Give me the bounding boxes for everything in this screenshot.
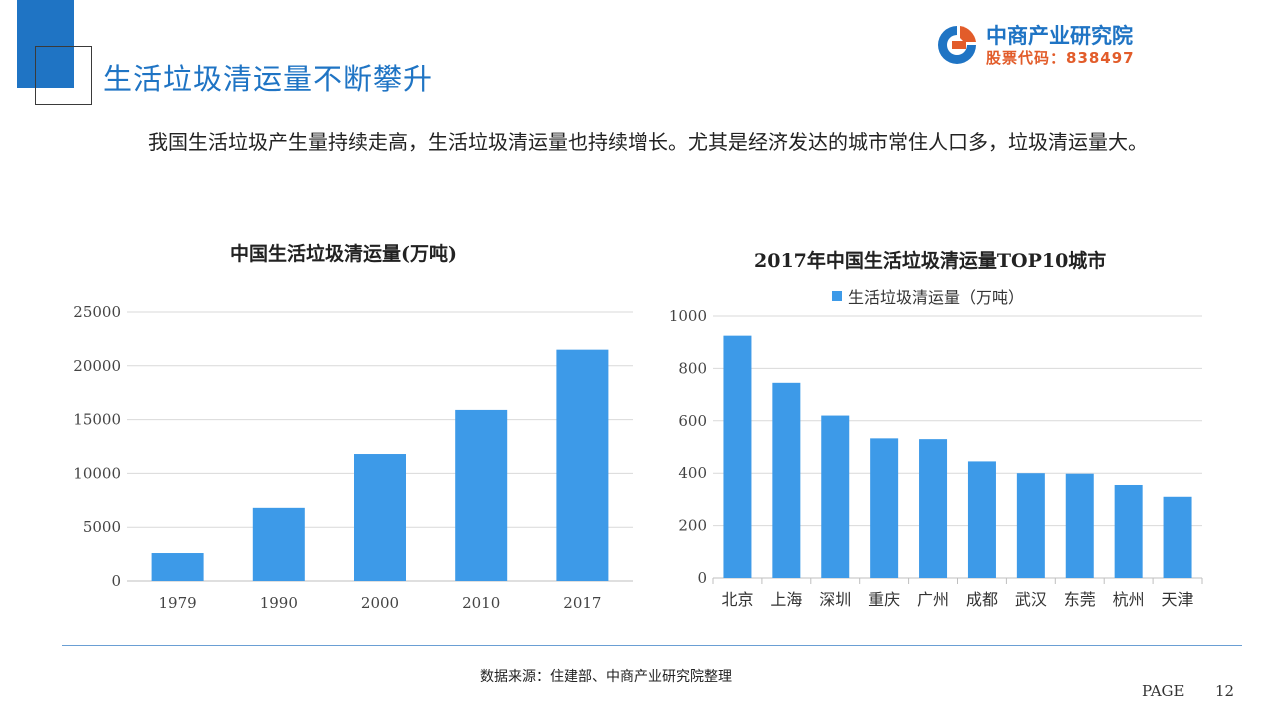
legend-label: 生活垃圾清运量（万吨） — [848, 288, 1025, 307]
city-x-tick-label: 武汉 — [1015, 590, 1047, 609]
city-bar — [1065, 473, 1094, 578]
city-x-tick-label: 天津 — [1162, 590, 1194, 609]
city-x-tick-label: 上海 — [770, 590, 802, 609]
city-bar — [919, 439, 948, 578]
city-bar — [772, 382, 801, 578]
national-bar — [151, 553, 204, 581]
national-bar — [252, 507, 305, 581]
stock-code: 股票代码：838497 — [986, 49, 1135, 67]
city-bar — [723, 335, 752, 578]
city-x-tick-label: 北京 — [721, 590, 753, 609]
company-logo-icon — [938, 26, 976, 64]
cities-bar-chart: 0 200 400 600 800 1000 北京 上海 深圳 重庆 广州 成都 武汉 东莞 杭州 天津 — [669, 307, 1203, 609]
page-number: 12 — [1215, 682, 1235, 700]
footer-divider — [62, 645, 1242, 646]
national-bar — [455, 409, 508, 581]
chart-title-cities: 2017年中国生活垃圾清运量TOP10城市 — [754, 250, 1107, 272]
national-bar — [556, 349, 609, 581]
national-y-tick-label: 20000 — [73, 357, 121, 375]
national-y-tick-label: 25000 — [73, 303, 121, 321]
national-x-tick-label: 1979 — [159, 594, 197, 612]
national-x-tick-label: 2010 — [462, 594, 500, 612]
company-logo: 中商产业研究院 股票代码：838497 — [934, 20, 1149, 72]
page-label: PAGE — [1142, 682, 1185, 700]
national-x-tick-label: 1990 — [260, 594, 298, 612]
company-name: 中商产业研究院 — [986, 24, 1133, 48]
national-x-tick-label: 2017 — [563, 594, 601, 612]
city-y-tick-label: 200 — [678, 517, 707, 535]
city-y-tick-label: 800 — [678, 359, 707, 377]
city-y-tick-label: 1000 — [669, 307, 707, 325]
national-y-tick-label: 0 — [111, 572, 121, 590]
national-x-tick-label: 2000 — [361, 594, 399, 612]
intro-paragraph: 我国生活垃圾产生量持续走高，生活垃圾清运量也持续增长。尤其是经济发达的城市常住人… — [148, 130, 1148, 154]
city-bar — [870, 438, 899, 578]
page-title: 生活垃圾清运量不断攀升 — [103, 62, 434, 96]
city-x-tick-label: 杭州 — [1113, 590, 1145, 609]
national-bar-chart: 0 5000 10000 15000 20000 25000 1979 1990 2000 201… — [73, 303, 633, 612]
national-y-tick-label: 5000 — [83, 518, 121, 536]
city-bar — [1114, 484, 1143, 578]
city-bar — [1163, 496, 1192, 578]
city-bar — [967, 461, 996, 578]
legend-swatch — [832, 291, 842, 301]
city-y-tick-label: 0 — [697, 569, 707, 587]
national-bar — [354, 454, 406, 581]
city-x-tick-label: 广州 — [917, 590, 949, 609]
city-x-tick-label: 东莞 — [1064, 590, 1096, 609]
city-y-tick-label: 600 — [678, 412, 707, 430]
city-bar — [1016, 473, 1045, 578]
corner-accent-block — [17, 0, 74, 88]
national-y-tick-label: 15000 — [73, 411, 121, 429]
city-x-tick-label: 重庆 — [868, 590, 900, 609]
corner-accent-frame — [35, 46, 92, 105]
chart-title-national: 中国生活垃圾清运量(万吨) — [230, 243, 457, 265]
city-x-tick-label: 成都 — [966, 590, 998, 609]
data-source-note: 数据来源：住建部、中商产业研究院整理 — [480, 669, 732, 685]
city-bar — [821, 415, 850, 578]
city-x-tick-label: 深圳 — [819, 590, 851, 609]
national-y-tick-label: 10000 — [73, 464, 121, 482]
chart-legend: 生活垃圾清运量（万吨） — [832, 284, 1024, 308]
city-y-tick-label: 400 — [678, 464, 707, 482]
